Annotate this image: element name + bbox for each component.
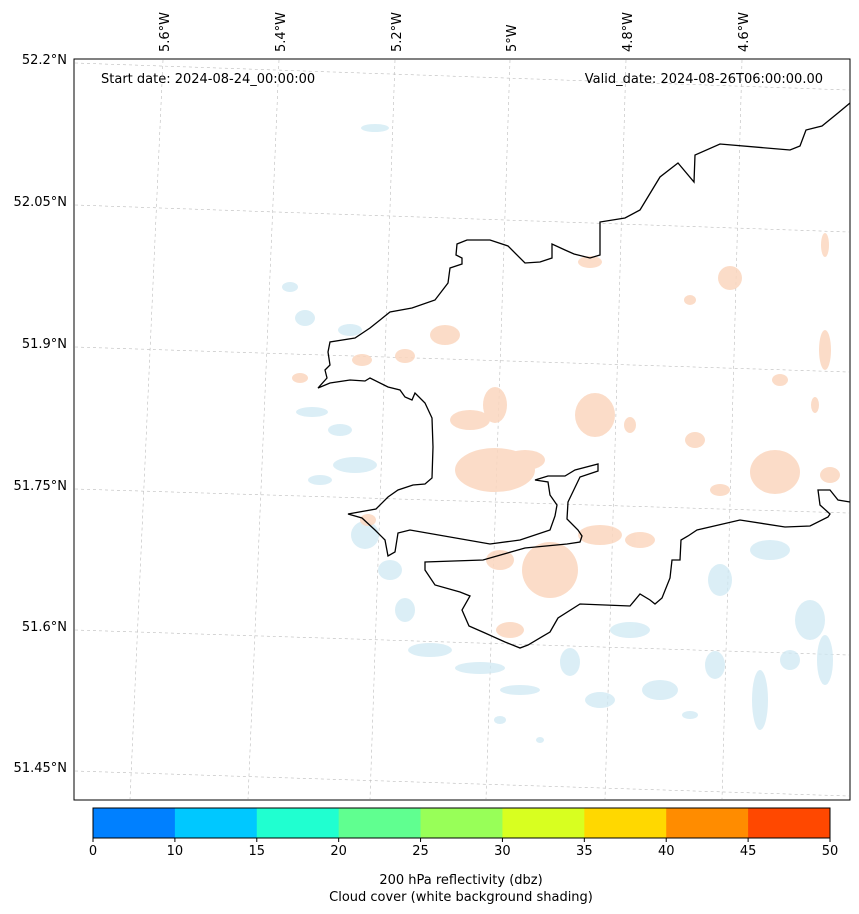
- colorbar-label: 200 hPa reflectivity (dbz): [379, 873, 542, 888]
- colorbar-tick-label: 30: [494, 844, 511, 859]
- colorbar-frame: [92, 807, 831, 839]
- colorbar-swatch: [256, 808, 340, 838]
- lon-label: 4.6°W: [737, 12, 752, 52]
- colorbar-tick-label: 45: [740, 844, 757, 859]
- start-date-label: Start date: 2024-08-24_00:00:00: [101, 72, 315, 87]
- colorbar-tick-label: 15: [249, 844, 266, 859]
- longitude-labels: 5.6°W 5.4°W 5.2°W 5°W 4.8°W 4.6°W: [158, 12, 752, 52]
- lat-label: 51.9°N: [22, 337, 67, 352]
- lat-label: 52.05°N: [14, 195, 67, 210]
- valid-date-label: Valid_date: 2024-08-26T06:00:00.00: [585, 72, 823, 87]
- colorbar-tick-label: 0: [89, 844, 97, 859]
- colorbar-swatch: [420, 808, 503, 838]
- colorbar-swatch: [584, 808, 667, 838]
- colorbar-tick-label: 50: [822, 844, 839, 859]
- colorbar-tick-label: 25: [412, 844, 429, 859]
- colorbar-swatch: [748, 808, 831, 838]
- reflectivity-shading-orange: [292, 233, 840, 638]
- map-panel: Start date: 2024-08-24_00:00:00 Valid_da…: [73, 58, 851, 801]
- lon-label: 5.2°W: [390, 12, 405, 52]
- lat-label: 52.2°N: [22, 53, 67, 68]
- lat-label: 51.6°N: [22, 620, 67, 635]
- colorbar-sublabel: Cloud cover (white background shading): [329, 890, 593, 905]
- cloud-shading-blue: [282, 124, 833, 743]
- latitude-labels: 52.2°N 52.05°N 51.9°N 51.75°N 51.6°N 51.…: [14, 53, 67, 776]
- colorbar: 0 10 15 20 25 30 35 40 45 50 200 hPa reflectivity…: [89, 807, 838, 905]
- lon-label: 5°W: [505, 24, 520, 52]
- colorbar-swatch: [502, 808, 585, 838]
- colorbar-tick-label: 10: [167, 844, 184, 859]
- colorbar-tick-label: 35: [576, 844, 593, 859]
- colorbar-tick-label: 40: [658, 844, 675, 859]
- colorbar-swatch: [338, 808, 422, 838]
- lat-label: 51.45°N: [14, 761, 67, 776]
- colorbar-swatch: [174, 808, 258, 838]
- colorbar-ticks: 0 10 15 20 25 30 35 40 45 50: [89, 838, 838, 859]
- lon-label: 5.4°W: [274, 12, 289, 52]
- colorbar-swatches: [93, 808, 831, 838]
- colorbar-swatch: [93, 808, 176, 838]
- map-frame: [73, 58, 851, 801]
- lat-label: 51.75°N: [14, 479, 67, 494]
- colorbar-tick-label: 20: [330, 844, 347, 859]
- lon-label: 5.6°W: [158, 12, 173, 52]
- colorbar-swatch: [666, 808, 749, 838]
- lon-label: 4.8°W: [621, 12, 636, 52]
- coastline: [317, 102, 851, 649]
